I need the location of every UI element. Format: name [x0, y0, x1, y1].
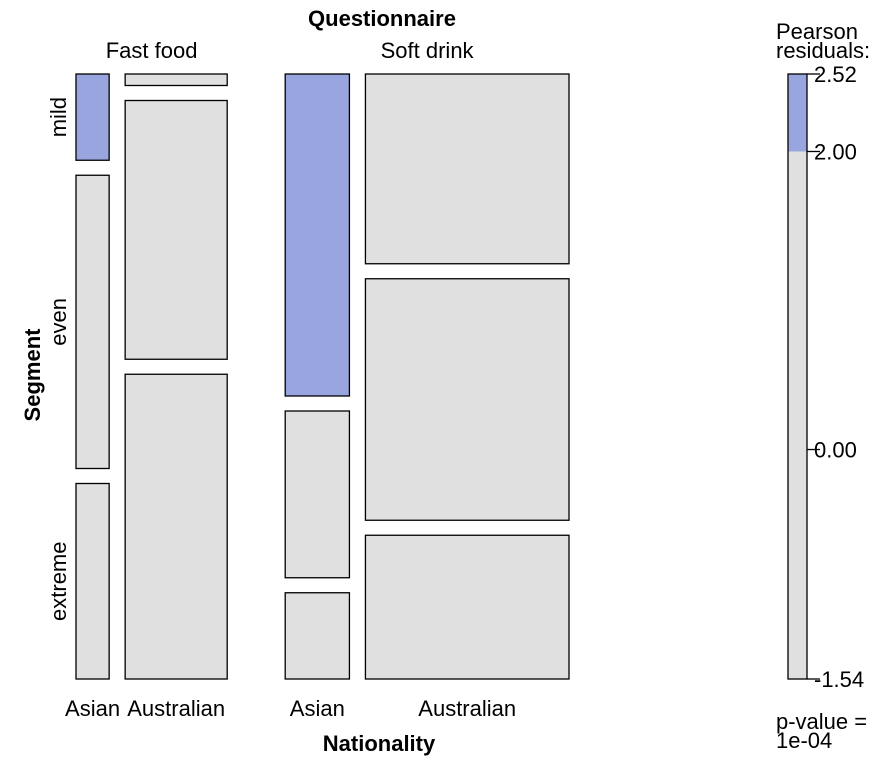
tile-soft-drink-australian-even	[364, 278, 570, 521]
tile-fast-food-australian-mild	[124, 73, 228, 87]
tile-soft-drink-asian-extreme	[284, 592, 351, 680]
segment-label-mild: mild	[46, 97, 71, 137]
legend-tick-label: 0.00	[814, 438, 857, 463]
tile-soft-drink-asian-even	[284, 410, 351, 579]
tile-fast-food-australian-even	[124, 99, 228, 360]
nationality-labels: Asian Australian Asian Australian	[65, 696, 516, 721]
legend-title-line1: Pearson	[776, 19, 858, 44]
tile-soft-drink-asian-mild	[284, 73, 351, 397]
tile-fast-food-asian-extreme	[75, 482, 110, 680]
p-value-number: 1e-04	[776, 728, 832, 753]
nationality-label-fast-food-asian: Asian	[65, 696, 120, 721]
segment-label-even: even	[46, 298, 71, 346]
legend-tick-label: 2.52	[814, 62, 857, 87]
nationality-label-fast-food-australian: Australian	[127, 696, 225, 721]
questionnaire-labels: Fast food Soft drink	[106, 38, 475, 63]
x-axis-label: Nationality	[323, 731, 436, 756]
residuals-legend: Pearson residuals: 2.52 2.00 0.00 -1.54 p-v…	[776, 19, 870, 753]
tile-soft-drink-australian-mild	[364, 73, 570, 265]
legend-tick-label: 2.00	[814, 139, 857, 164]
tile-fast-food-asian-even	[75, 174, 110, 470]
legend-bar-border	[787, 73, 808, 680]
p-value-label: p-value =	[776, 709, 867, 734]
tile-soft-drink-australian-extreme	[364, 534, 570, 680]
mosaic-tiles	[75, 73, 570, 680]
segment-labels: mild even extreme	[46, 97, 71, 621]
legend-positive-band	[788, 74, 807, 152]
legend-color-bar	[787, 73, 808, 680]
questionnaire-label-fast-food: Fast food	[106, 38, 198, 63]
tile-fast-food-australian-extreme	[124, 373, 228, 680]
chart-title: Questionnaire	[308, 6, 456, 31]
legend-title-line2: residuals:	[776, 38, 870, 63]
legend-neutral-band	[788, 151, 807, 680]
legend-ticks: 2.52 2.00 0.00 -1.54	[807, 62, 864, 692]
nationality-label-soft-drink-australian: Australian	[418, 696, 516, 721]
tile-fast-food-asian-mild	[75, 73, 110, 161]
nationality-label-soft-drink-asian: Asian	[290, 696, 345, 721]
questionnaire-label-soft-drink: Soft drink	[381, 38, 475, 63]
y-axis-label: Segment	[20, 328, 45, 422]
legend-tick-label: -1.54	[814, 667, 864, 692]
segment-label-extreme: extreme	[46, 542, 71, 621]
